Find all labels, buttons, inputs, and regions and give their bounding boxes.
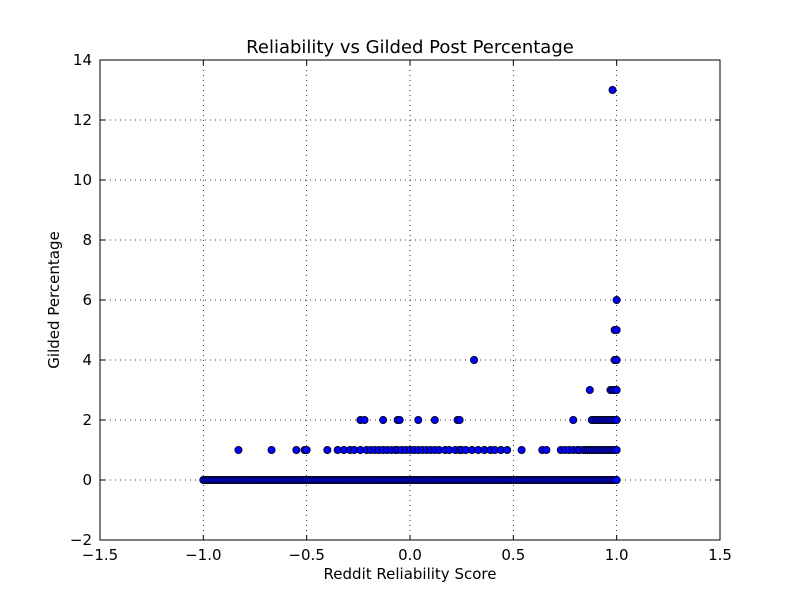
x-tick-label: 1.5 [708, 546, 732, 564]
y-tick-labels: −2 0 2 4 6 8 10 12 14 [70, 51, 92, 549]
y-tick-label: 12 [73, 111, 92, 129]
data-point [612, 415, 621, 424]
chart-title: Reliability vs Gilded Post Percentage [246, 37, 574, 58]
data-point [395, 415, 404, 424]
x-tick-label: 1.0 [605, 546, 629, 564]
data-point [542, 445, 551, 454]
data-point [414, 415, 423, 424]
x-tick-label: −1.5 [82, 546, 118, 564]
data-point [360, 415, 369, 424]
y-tick-label: 8 [82, 231, 92, 249]
x-tick-label: −0.5 [288, 546, 324, 564]
y-tick-label: 10 [73, 171, 92, 189]
data-point [585, 385, 594, 394]
x-tick-label: −1.0 [185, 546, 221, 564]
data-point [608, 86, 617, 95]
data-points [199, 86, 621, 484]
data-point [612, 295, 621, 304]
data-point [302, 445, 311, 454]
x-tick-labels: −1.5 −1.0 −0.5 0.0 0.5 1.0 1.5 [82, 546, 732, 564]
data-point [612, 325, 621, 334]
x-tick-label: 0.5 [501, 546, 525, 564]
data-point [612, 475, 621, 484]
data-point [323, 445, 332, 454]
data-point [612, 445, 621, 454]
axis-ticks [99, 59, 721, 541]
data-point [612, 355, 621, 364]
y-tick-label: 6 [82, 291, 92, 309]
data-point [267, 445, 276, 454]
data-point [455, 415, 464, 424]
data-point [517, 445, 526, 454]
y-tick-label: 14 [73, 51, 92, 69]
y-axis-label: Gilded Percentage [45, 231, 63, 368]
data-point [470, 355, 479, 364]
x-tick-label: 0.0 [398, 546, 422, 564]
data-point [234, 445, 243, 454]
y-tick-label: 4 [82, 351, 92, 369]
data-point [503, 445, 512, 454]
x-axis-label: Reddit Reliability Score [324, 565, 497, 583]
data-point [612, 385, 621, 394]
data-point [379, 415, 388, 424]
y-tick-label: 2 [82, 411, 92, 429]
data-point [292, 445, 301, 454]
data-point [569, 415, 578, 424]
y-tick-label: 0 [82, 471, 92, 489]
data-point [430, 415, 439, 424]
y-tick-label: −2 [70, 531, 92, 549]
